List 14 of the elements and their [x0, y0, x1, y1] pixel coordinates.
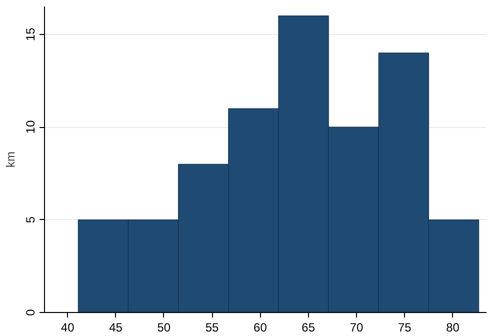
y-tick-label: 10	[24, 120, 38, 134]
x-tick-label: 50	[157, 320, 171, 334]
x-tick-label: 80	[446, 320, 460, 334]
y-axis-title: km	[4, 152, 18, 168]
x-tick-label: 40	[60, 320, 75, 334]
x-tick-label: 75	[398, 320, 412, 334]
x-tick-label: 65	[302, 320, 316, 334]
y-tick-label: 0	[24, 308, 38, 316]
y-tick-label: 15	[24, 27, 38, 41]
x-tick-label: 60	[254, 320, 268, 334]
x-tick-label: 70	[350, 320, 364, 334]
x-tick-label: 45	[109, 320, 123, 334]
x-tick-label: 55	[205, 320, 220, 334]
y-tick-label: 5	[24, 216, 38, 224]
